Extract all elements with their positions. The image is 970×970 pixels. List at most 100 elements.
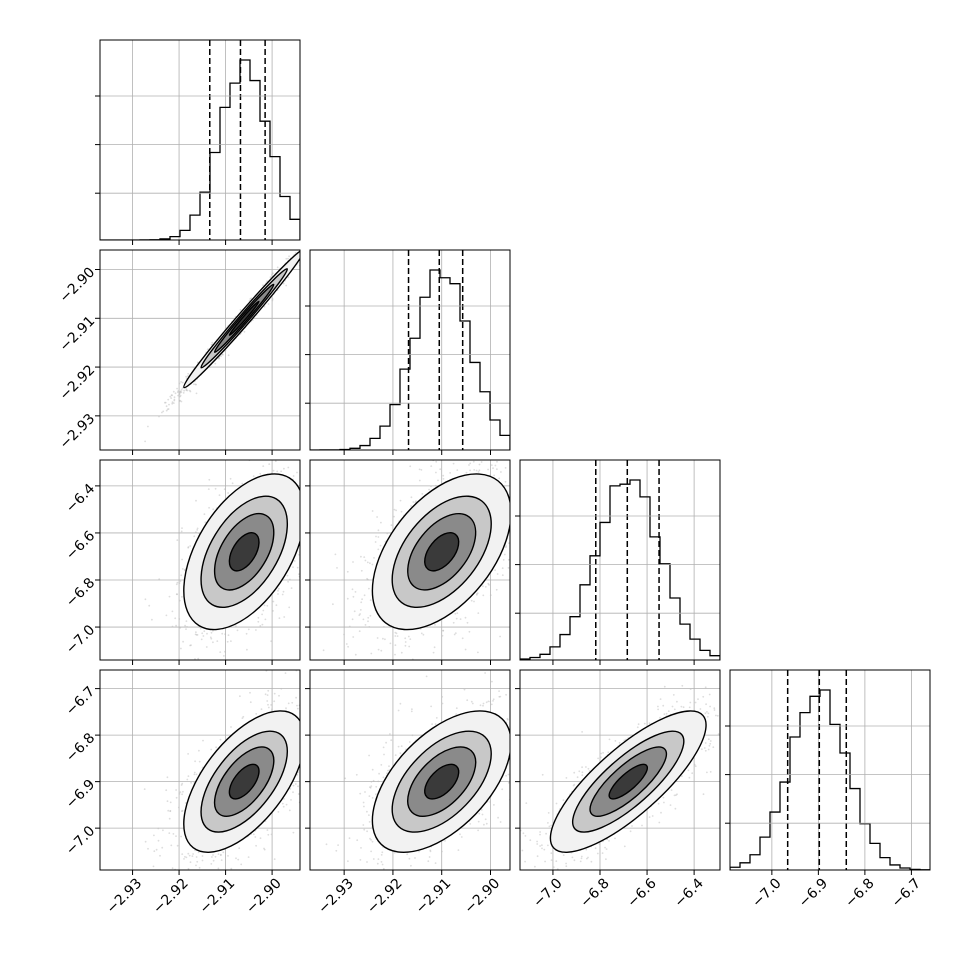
- scatter-point: [274, 460, 277, 463]
- scatter-point: [360, 569, 363, 572]
- scatter-point: [305, 696, 307, 698]
- scatter-point: [167, 408, 170, 410]
- scatter-point: [400, 651, 403, 654]
- scatter-point: [301, 256, 303, 258]
- scatter-point: [389, 642, 392, 645]
- scatter-point: [170, 397, 173, 399]
- panel-content: [143, 670, 321, 882]
- scatter-point: [390, 524, 393, 527]
- scatter-point: [176, 387, 179, 390]
- scatter-point: [164, 401, 167, 404]
- scatter-point: [262, 609, 265, 612]
- scatter-point: [206, 632, 208, 635]
- scatter-point: [195, 631, 197, 634]
- scatter-point: [282, 805, 285, 808]
- scatter-point: [513, 520, 515, 522]
- histogram-step: [520, 479, 720, 660]
- scatter-point: [152, 865, 155, 868]
- scatter-point: [393, 515, 395, 518]
- scatter-point: [496, 460, 498, 463]
- scatter-point: [319, 720, 321, 722]
- scatter-point: [490, 464, 493, 466]
- scatter-point: [305, 249, 307, 251]
- scatter-point: [285, 257, 288, 260]
- histogram-step: [310, 269, 510, 450]
- scatter-point: [238, 847, 241, 850]
- panel-content: [310, 250, 510, 450]
- panel-3-0: [95, 669, 321, 882]
- scatter-point: [284, 424, 286, 426]
- scatter-point: [190, 644, 192, 647]
- scatter-point: [292, 566, 294, 568]
- axes-frame: [99, 39, 301, 241]
- scatter-point: [473, 600, 475, 603]
- scatter-point: [195, 864, 197, 867]
- scatter-point: [168, 403, 170, 406]
- scatter-point: [165, 409, 168, 412]
- scatter-point: [466, 621, 469, 624]
- scatter-point: [292, 784, 295, 787]
- scatter-point: [261, 613, 263, 616]
- scatter-point: [267, 706, 270, 709]
- scatter-point: [166, 776, 169, 779]
- scatter-point: [179, 395, 181, 398]
- scatter-point: [272, 272, 274, 275]
- scatter-point: [314, 244, 316, 246]
- scatter-point: [209, 636, 212, 639]
- scatter-point: [407, 635, 410, 638]
- scatter-point: [354, 653, 357, 656]
- scatter-point: [180, 391, 183, 394]
- scatter-point: [468, 630, 471, 633]
- scatter-point: [487, 468, 489, 471]
- scatter-point: [376, 637, 379, 639]
- scatter-point: [219, 651, 222, 653]
- scatter-point: [227, 634, 230, 637]
- scatter-point: [501, 574, 504, 577]
- scatter-point: [353, 610, 356, 613]
- scatter-point: [545, 473, 547, 475]
- scatter-point: [267, 303, 270, 305]
- scatter-point: [177, 390, 180, 392]
- scatter-point: [513, 550, 515, 552]
- scatter-point: [311, 237, 313, 239]
- scatter-point: [175, 583, 178, 586]
- scatter-point: [171, 401, 174, 404]
- scatter-point: [195, 499, 197, 502]
- scatter-point: [290, 587, 293, 589]
- contour-line: [371, 473, 510, 631]
- panel-0-0: [95, 39, 301, 245]
- scatter-point: [501, 567, 504, 570]
- scatter-point: [303, 246, 305, 248]
- scatter-point: [377, 548, 380, 551]
- scatter-point: [301, 766, 303, 768]
- scatter-point: [217, 880, 219, 882]
- scatter-point: [185, 628, 187, 630]
- scatter-point: [347, 645, 349, 648]
- scatter-point: [170, 844, 173, 847]
- scatter-point: [289, 578, 291, 581]
- scatter-point: [302, 818, 304, 820]
- scatter-point: [315, 236, 317, 238]
- scatter-point: [556, 474, 558, 476]
- scatter-point: [271, 708, 273, 711]
- scatter-point: [409, 465, 412, 468]
- scatter-point: [153, 834, 155, 837]
- scatter-point: [165, 614, 168, 617]
- scatter-point: [224, 650, 226, 653]
- scatter-point: [351, 588, 354, 591]
- scatter-point: [237, 858, 240, 861]
- scatter-point: [311, 243, 313, 245]
- scatter-point: [224, 633, 227, 635]
- scatter-point: [470, 599, 473, 602]
- scatter-point: [533, 571, 535, 573]
- scatter-point: [408, 645, 411, 648]
- scatter-point: [473, 469, 476, 471]
- scatter-point: [226, 640, 229, 643]
- scatter-point: [410, 505, 412, 507]
- scatter-point: [304, 501, 306, 503]
- scatter-point: [162, 410, 165, 413]
- scatter-point: [454, 441, 456, 443]
- scatter-point: [211, 856, 213, 858]
- scatter-point: [311, 700, 313, 702]
- scatter-point: [276, 470, 279, 473]
